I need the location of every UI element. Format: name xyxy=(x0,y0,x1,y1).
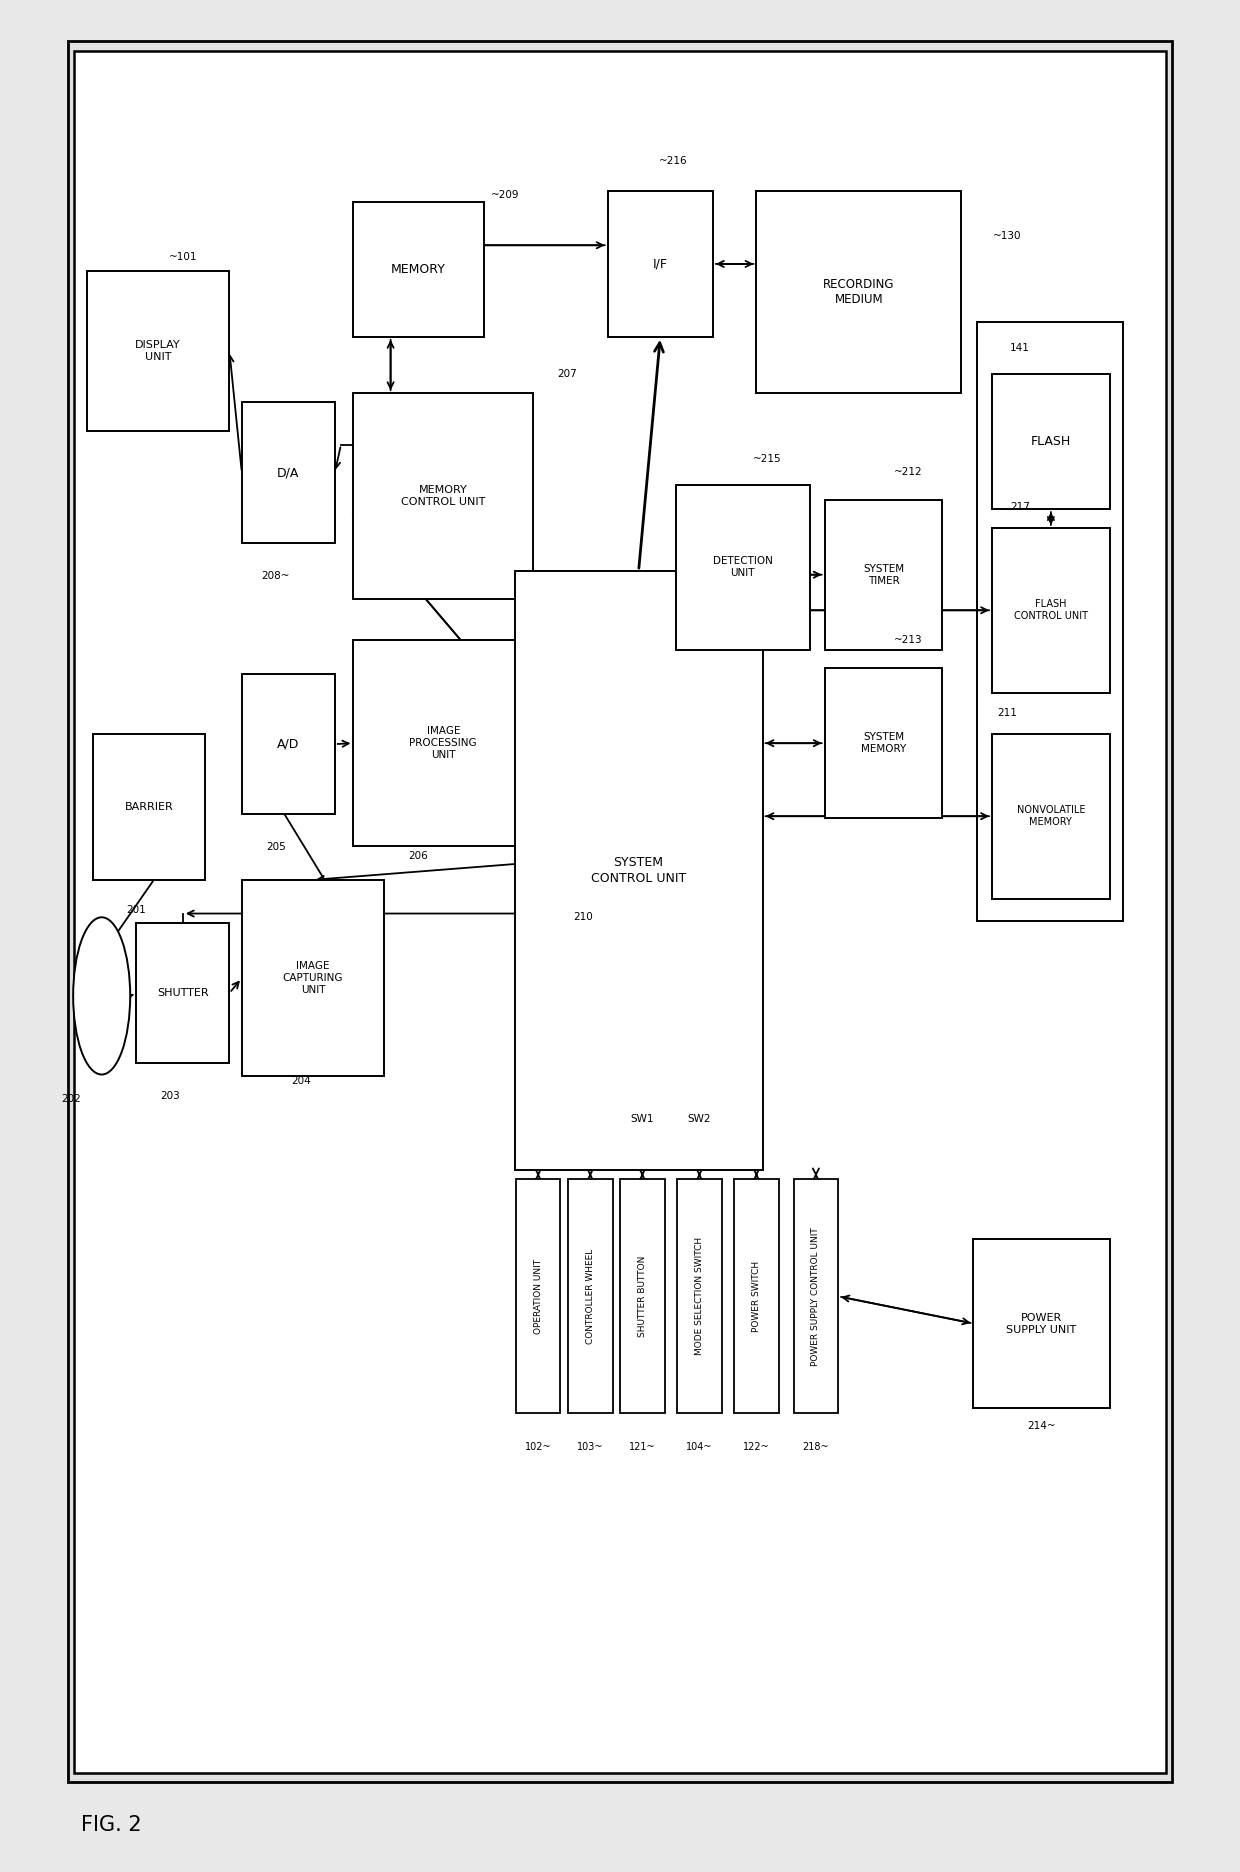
FancyBboxPatch shape xyxy=(353,393,533,599)
FancyBboxPatch shape xyxy=(353,202,484,337)
Text: POWER
SUPPLY UNIT: POWER SUPPLY UNIT xyxy=(1007,1312,1076,1335)
Text: 217: 217 xyxy=(1009,502,1030,513)
FancyBboxPatch shape xyxy=(825,668,942,818)
Text: SW1: SW1 xyxy=(631,1114,653,1125)
Text: RECORDING
MEDIUM: RECORDING MEDIUM xyxy=(823,277,894,307)
Text: ~216: ~216 xyxy=(658,155,687,167)
FancyBboxPatch shape xyxy=(242,674,335,814)
FancyBboxPatch shape xyxy=(977,322,1123,921)
Text: OPERATION UNIT: OPERATION UNIT xyxy=(533,1258,543,1335)
FancyBboxPatch shape xyxy=(676,485,810,650)
FancyBboxPatch shape xyxy=(992,734,1110,899)
FancyBboxPatch shape xyxy=(74,51,1166,1773)
Text: IMAGE
PROCESSING
UNIT: IMAGE PROCESSING UNIT xyxy=(409,726,477,760)
Text: ~212: ~212 xyxy=(894,466,923,477)
FancyBboxPatch shape xyxy=(608,191,713,337)
Text: ~130: ~130 xyxy=(993,230,1022,241)
Text: 207: 207 xyxy=(558,369,577,380)
FancyBboxPatch shape xyxy=(620,1179,665,1413)
Text: 218~: 218~ xyxy=(802,1441,830,1453)
Text: BARRIER: BARRIER xyxy=(124,801,174,812)
Text: FLASH: FLASH xyxy=(1030,436,1071,447)
Text: A/D: A/D xyxy=(277,738,300,751)
FancyBboxPatch shape xyxy=(68,41,1172,1782)
FancyBboxPatch shape xyxy=(756,191,961,393)
FancyBboxPatch shape xyxy=(825,500,942,650)
Text: IMAGE
CAPTURING
UNIT: IMAGE CAPTURING UNIT xyxy=(283,960,343,996)
FancyBboxPatch shape xyxy=(93,734,205,880)
Text: SHUTTER: SHUTTER xyxy=(157,988,208,998)
Text: ~101: ~101 xyxy=(169,253,197,262)
Text: 205: 205 xyxy=(267,842,285,852)
Text: SW2: SW2 xyxy=(688,1114,711,1125)
Text: 203: 203 xyxy=(161,1091,180,1101)
Text: 141: 141 xyxy=(1009,343,1030,354)
Text: 201: 201 xyxy=(126,904,146,915)
Text: FLASH
CONTROL UNIT: FLASH CONTROL UNIT xyxy=(1014,599,1087,622)
FancyBboxPatch shape xyxy=(973,1239,1110,1408)
Text: DISPLAY
UNIT: DISPLAY UNIT xyxy=(135,341,181,361)
FancyBboxPatch shape xyxy=(353,640,533,846)
Text: 121~: 121~ xyxy=(629,1441,656,1453)
Text: ~209: ~209 xyxy=(491,189,520,200)
Text: 202: 202 xyxy=(61,1093,81,1104)
Text: MODE SELECTION SWITCH: MODE SELECTION SWITCH xyxy=(694,1237,704,1355)
Text: 214~: 214~ xyxy=(1027,1421,1056,1432)
Text: NONVOLATILE
MEMORY: NONVOLATILE MEMORY xyxy=(1017,805,1085,827)
FancyBboxPatch shape xyxy=(242,880,384,1076)
Text: DETECTION
UNIT: DETECTION UNIT xyxy=(713,556,773,578)
Text: POWER SUPPLY CONTROL UNIT: POWER SUPPLY CONTROL UNIT xyxy=(811,1226,821,1367)
Text: 104~: 104~ xyxy=(686,1441,713,1453)
Text: MEMORY: MEMORY xyxy=(391,264,446,275)
FancyBboxPatch shape xyxy=(677,1179,722,1413)
Text: 206: 206 xyxy=(409,850,428,861)
Text: 211: 211 xyxy=(997,708,1018,719)
Text: 103~: 103~ xyxy=(577,1441,604,1453)
FancyBboxPatch shape xyxy=(87,271,229,431)
Text: 122~: 122~ xyxy=(743,1441,770,1453)
Text: I/F: I/F xyxy=(652,258,668,270)
FancyBboxPatch shape xyxy=(734,1179,779,1413)
FancyBboxPatch shape xyxy=(992,528,1110,693)
Ellipse shape xyxy=(73,917,130,1075)
Text: SYSTEM
CONTROL UNIT: SYSTEM CONTROL UNIT xyxy=(591,856,686,885)
Text: 210: 210 xyxy=(573,912,593,923)
Text: SHUTTER BUTTON: SHUTTER BUTTON xyxy=(637,1256,647,1337)
Text: D/A: D/A xyxy=(277,466,300,479)
FancyBboxPatch shape xyxy=(568,1179,613,1413)
Text: SYSTEM
TIMER: SYSTEM TIMER xyxy=(863,563,904,586)
Text: ~215: ~215 xyxy=(753,453,782,464)
FancyBboxPatch shape xyxy=(136,923,229,1063)
Text: ~213: ~213 xyxy=(894,635,923,646)
Text: CONTROLLER WHEEL: CONTROLLER WHEEL xyxy=(585,1249,595,1344)
FancyBboxPatch shape xyxy=(992,374,1110,509)
Text: MEMORY
CONTROL UNIT: MEMORY CONTROL UNIT xyxy=(401,485,486,507)
Text: 208~: 208~ xyxy=(262,571,290,580)
Text: SYSTEM
MEMORY: SYSTEM MEMORY xyxy=(861,732,906,754)
FancyBboxPatch shape xyxy=(794,1179,838,1413)
Text: 204: 204 xyxy=(291,1076,310,1086)
Text: 102~: 102~ xyxy=(525,1441,552,1453)
Text: FIG. 2: FIG. 2 xyxy=(82,1816,141,1835)
Text: POWER SWITCH: POWER SWITCH xyxy=(751,1262,761,1331)
FancyBboxPatch shape xyxy=(242,402,335,543)
FancyBboxPatch shape xyxy=(516,1179,560,1413)
FancyBboxPatch shape xyxy=(515,571,763,1170)
